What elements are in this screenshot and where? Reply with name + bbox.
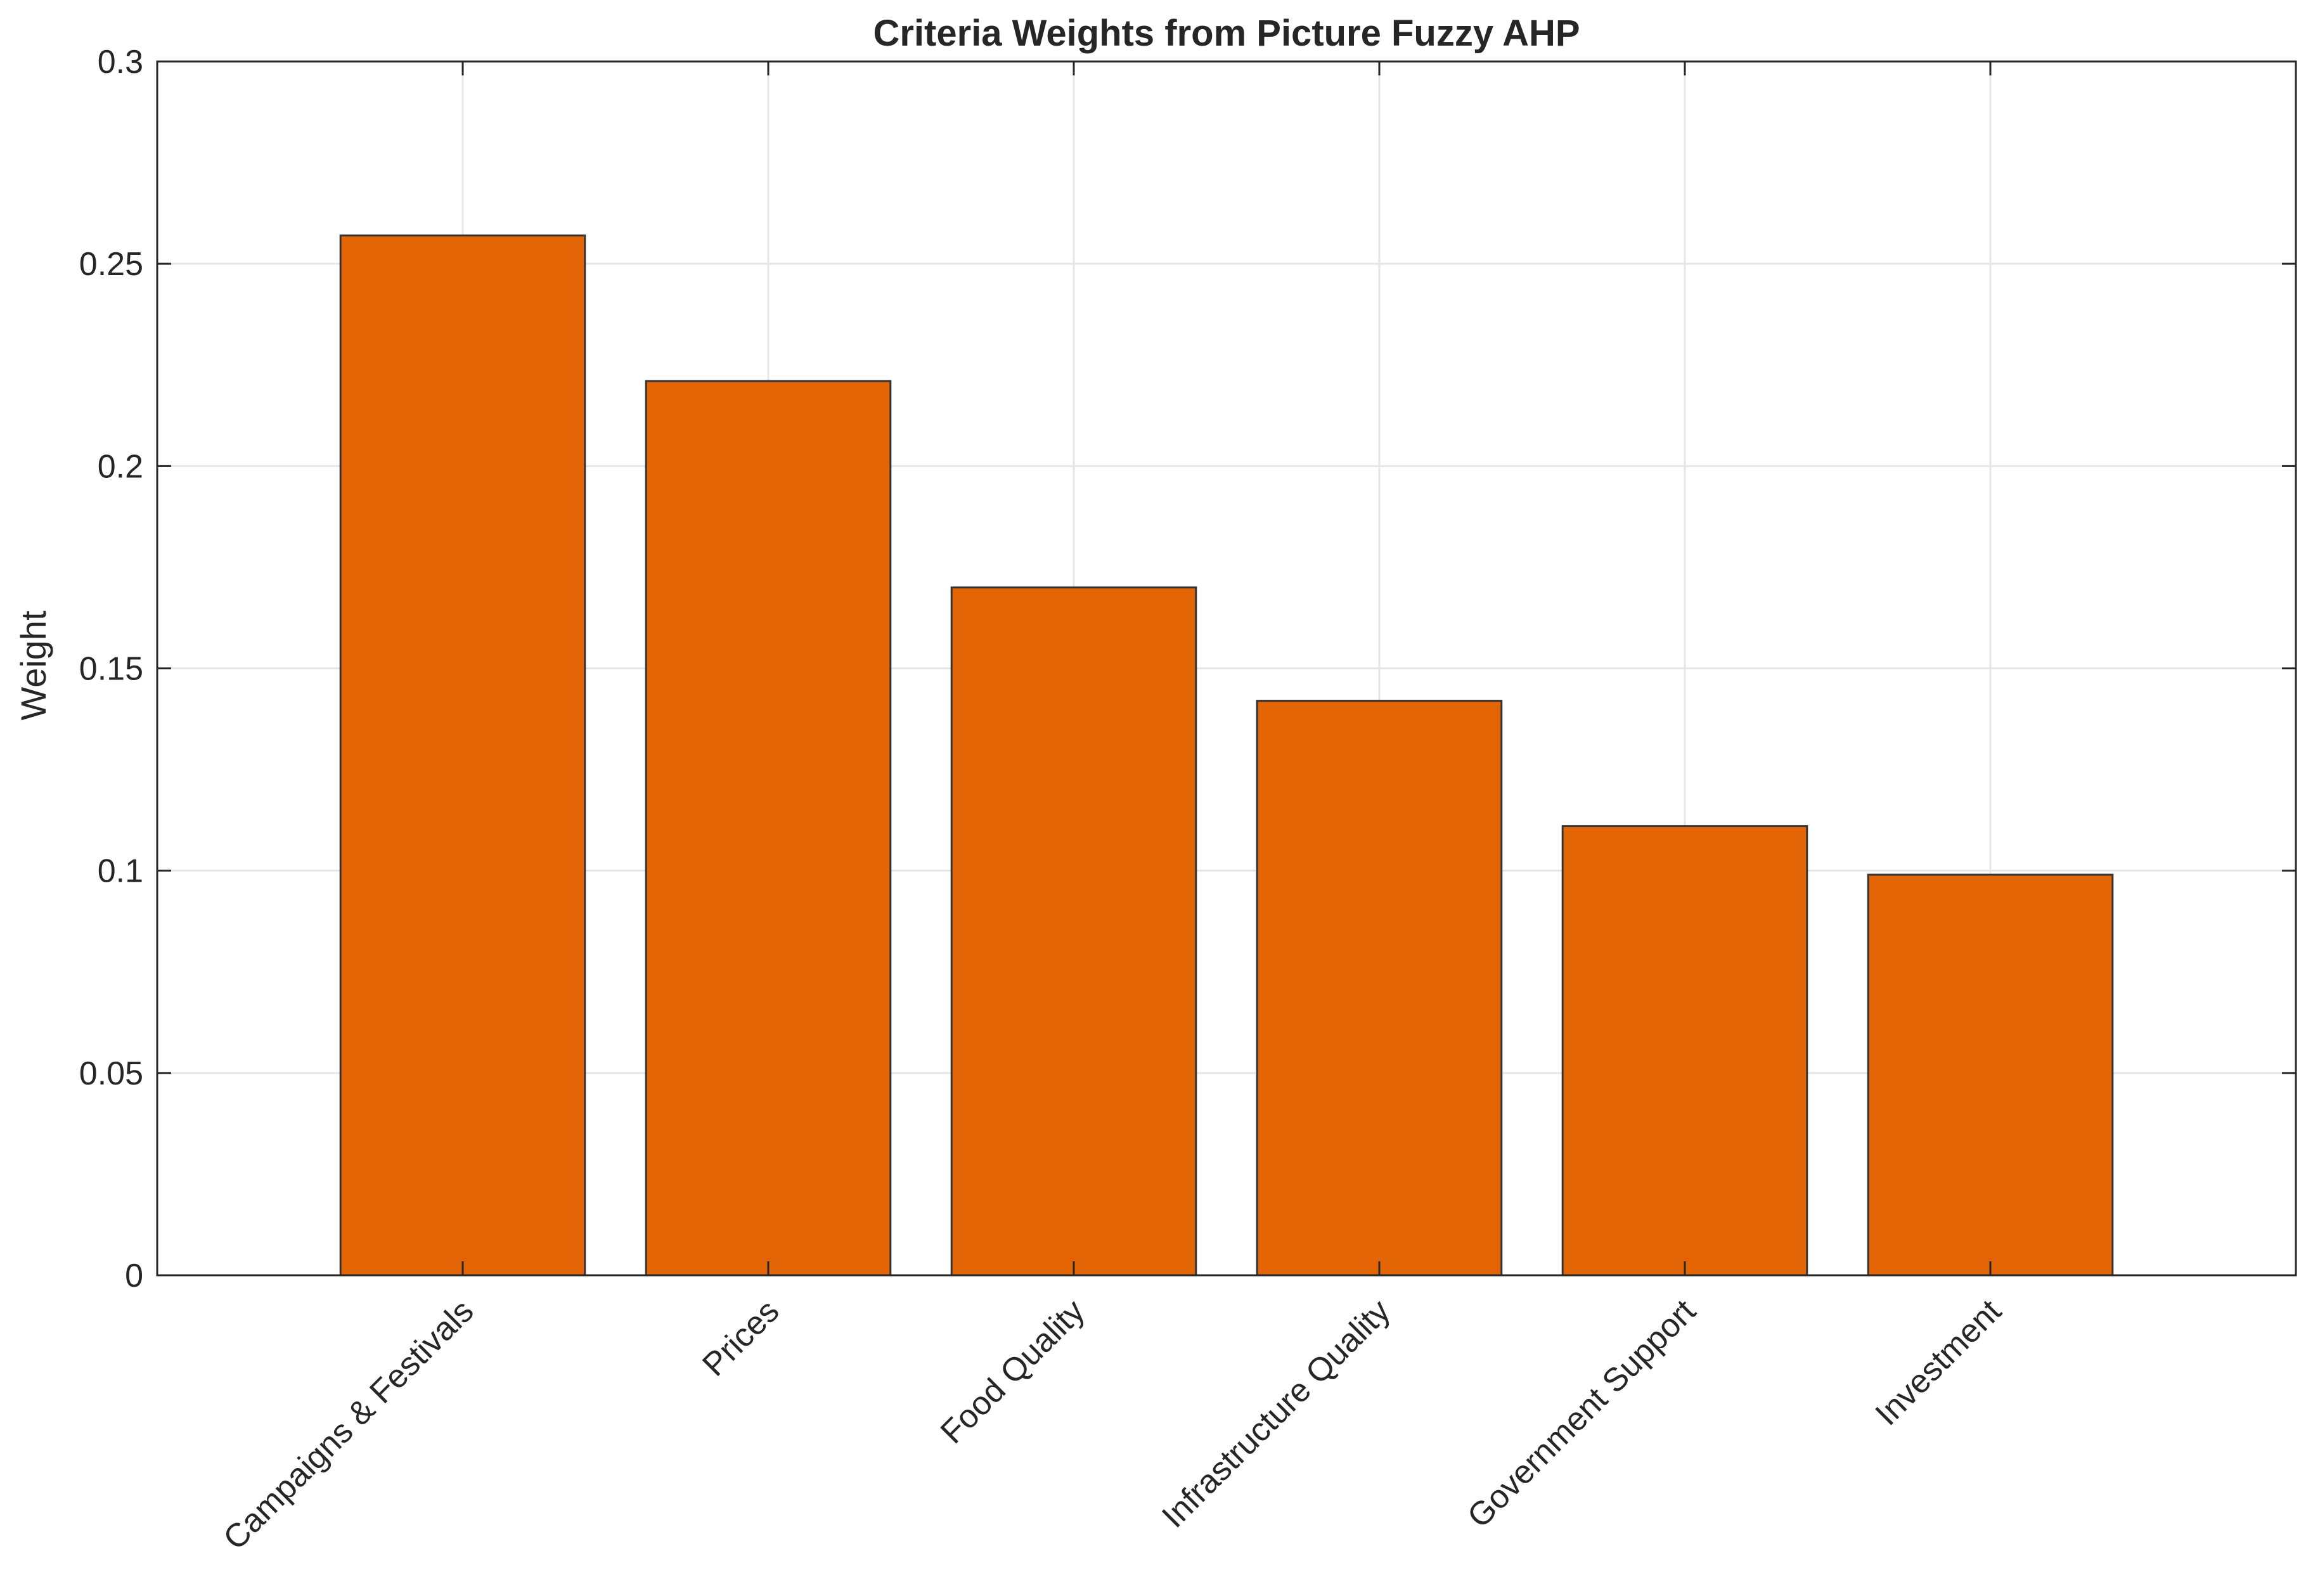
y-tick-label: 0.25 <box>79 246 143 283</box>
y-tick-label: 0.2 <box>98 448 143 485</box>
y-axis-label: Weight <box>13 610 53 721</box>
y-tick-label: 0 <box>125 1258 143 1294</box>
y-tick-label: 0.1 <box>98 853 143 890</box>
y-tick-label: 0.05 <box>79 1055 143 1092</box>
bar-4 <box>1256 700 1503 1277</box>
y-tick-label: 0.3 <box>98 44 143 80</box>
bar-6 <box>1867 873 2114 1277</box>
bar-3 <box>950 586 1197 1277</box>
bars <box>339 234 2114 1277</box>
y-tick-labels: 0 0.05 0.1 0.15 0.2 0.25 0.3 <box>79 44 143 1294</box>
axes <box>156 60 2297 1277</box>
y-tick-label: 0.15 <box>79 651 143 688</box>
bar-1 <box>339 234 586 1277</box>
bar-2 <box>645 380 892 1277</box>
plot-frame <box>156 60 2297 1277</box>
bar-5 <box>1561 825 1808 1277</box>
chart-title: Criteria Weights from Picture Fuzzy AHP <box>873 13 1580 54</box>
